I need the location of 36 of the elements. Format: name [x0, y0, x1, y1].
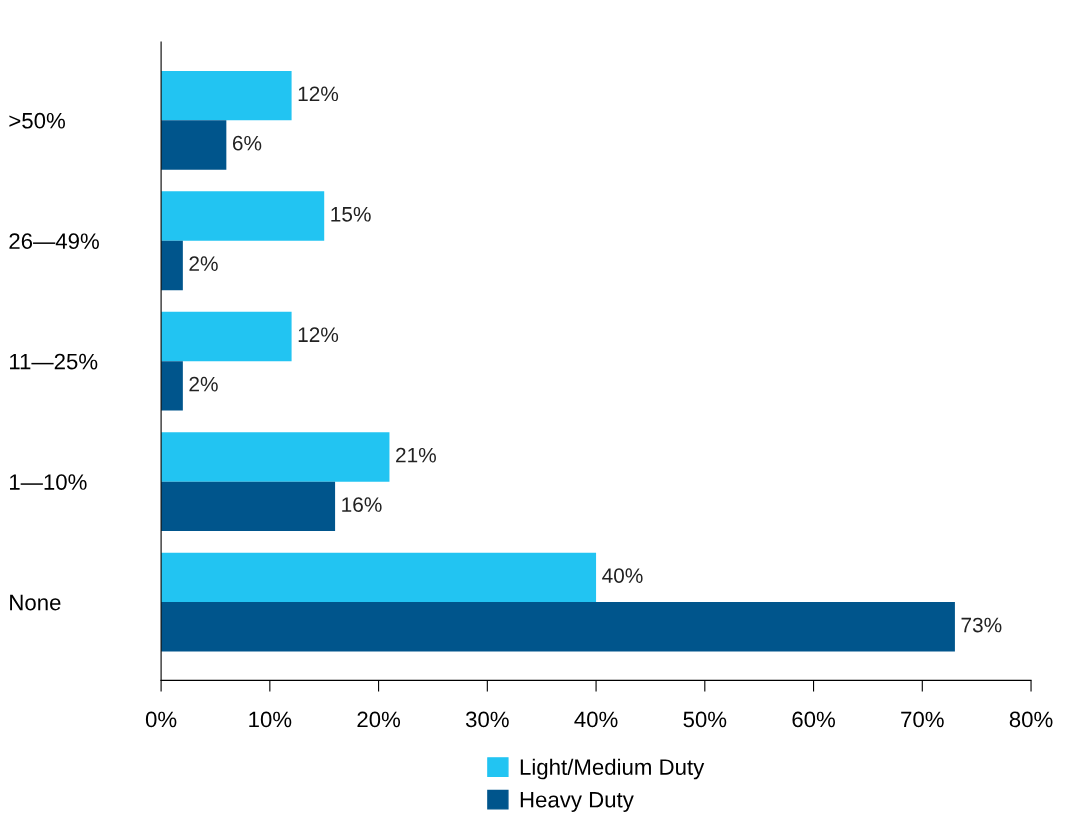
data-label: 2% [189, 376, 218, 392]
data-label: 40% [602, 568, 643, 584]
y-tick-label: 1—10% [10, 474, 87, 490]
bar [161, 432, 390, 482]
x-tick-label: 20% [357, 711, 401, 728]
data-label: 16% [342, 497, 382, 512]
data-label: 2% [189, 256, 218, 271]
bar [161, 311, 292, 362]
data-label: 12% [298, 86, 339, 102]
data-label: 6% [232, 135, 262, 151]
bar [161, 191, 325, 241]
y-tick-label: None [10, 594, 61, 611]
bar [161, 602, 955, 652]
data-label: 12% [298, 327, 339, 343]
y-tick-label: 26—49% [9, 233, 99, 250]
bar [161, 120, 227, 170]
x-tick-label: 80% [1009, 711, 1053, 728]
y-tick-label: >50% [9, 112, 65, 129]
x-tick-label: 10% [249, 711, 292, 728]
bar [161, 481, 336, 532]
bar [161, 361, 183, 411]
x-tick-label: 0% [145, 711, 177, 728]
bar [161, 552, 597, 603]
y-tick-label: 11—25% [10, 353, 98, 370]
bar [161, 70, 292, 121]
x-tick-label: 30% [465, 711, 509, 728]
x-tick-label: 50% [683, 711, 727, 728]
x-tick-label: 70% [901, 711, 944, 728]
bar [161, 240, 183, 291]
data-label: 15% [331, 206, 371, 222]
x-tick-label: 40% [574, 711, 618, 728]
data-label: 73% [961, 617, 1002, 633]
legend-label: Heavy Duty [520, 792, 634, 812]
legend-label: Light/Medium Duty [520, 758, 705, 780]
data-label: 21% [396, 447, 436, 463]
x-tick-label: 60% [792, 711, 835, 728]
